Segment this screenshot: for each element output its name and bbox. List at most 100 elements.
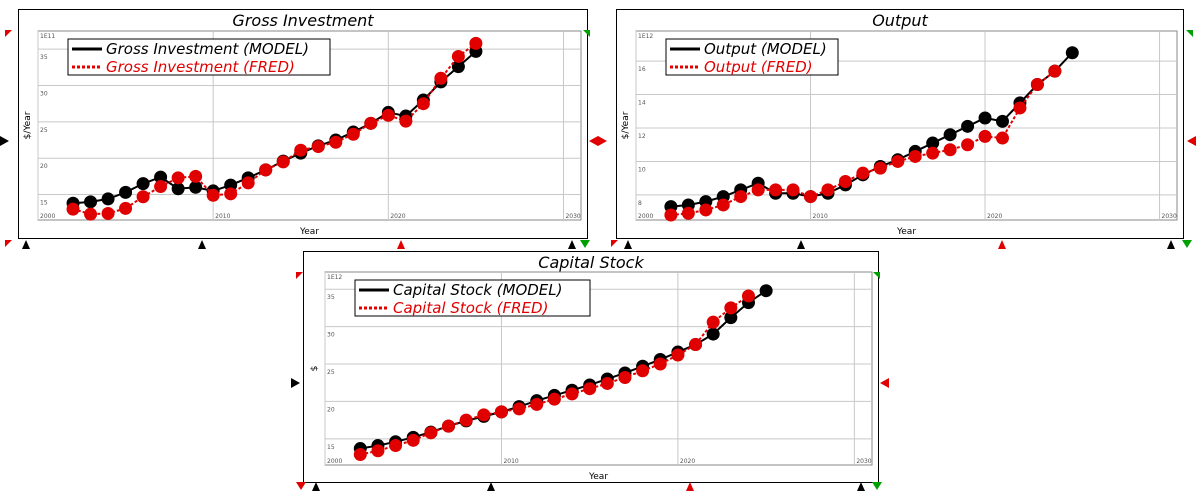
x-axis-label: Year bbox=[299, 227, 319, 237]
fred-data-point bbox=[1048, 64, 1062, 78]
gross-investment-chart: 15 20 25 30 35 2000 2010 2020 2030 1E11 Year $/Year… bbox=[23, 30, 582, 237]
fred-data-point bbox=[154, 180, 168, 194]
x-tick-label: 2010 bbox=[813, 213, 828, 220]
x-tick-label: 2020 bbox=[680, 458, 695, 465]
y-tick-label: 30 bbox=[40, 91, 48, 98]
fred-data-point bbox=[786, 183, 800, 197]
fred-data-point bbox=[424, 426, 438, 440]
fred-data-point bbox=[84, 207, 98, 221]
output-port-marker[interactable] bbox=[880, 378, 889, 388]
bottom-port-marker[interactable] bbox=[198, 240, 206, 249]
fred-data-point bbox=[751, 183, 765, 197]
fred-data-point bbox=[371, 444, 385, 458]
input-port-marker[interactable] bbox=[598, 136, 607, 146]
model-data-point bbox=[451, 60, 465, 74]
y-axis-label: $/Year bbox=[23, 111, 33, 139]
fred-data-point bbox=[224, 187, 238, 201]
model-data-point bbox=[978, 111, 992, 125]
bottom-port-marker[interactable] bbox=[857, 482, 865, 491]
fred-data-point bbox=[706, 315, 720, 329]
fred-data-point bbox=[978, 129, 992, 143]
fred-data-point bbox=[530, 397, 544, 411]
fred-data-point bbox=[189, 169, 203, 183]
fred-data-point bbox=[636, 364, 650, 378]
fred-data-point bbox=[311, 140, 325, 154]
y-tick-label: 35 bbox=[40, 54, 48, 61]
fred-data-point bbox=[477, 408, 491, 422]
fred-data-point bbox=[329, 135, 343, 149]
fred-data-point bbox=[294, 143, 308, 157]
y-multiplier-label: 1E12 bbox=[327, 274, 342, 281]
y-tick-label: 35 bbox=[327, 294, 335, 301]
fred-data-point bbox=[399, 114, 413, 128]
bottom-port-marker[interactable] bbox=[1167, 240, 1175, 249]
model-data-point bbox=[136, 177, 150, 191]
fred-data-point bbox=[547, 392, 561, 406]
fred-data-point bbox=[469, 36, 483, 50]
y-tick-label: 15 bbox=[40, 200, 48, 207]
y-tick-label: 12 bbox=[638, 133, 646, 140]
output-port-marker[interactable] bbox=[1187, 136, 1196, 146]
corner-marker bbox=[5, 240, 12, 247]
input-port-marker[interactable] bbox=[0, 136, 9, 146]
bottom-port-marker[interactable] bbox=[22, 240, 30, 249]
y-axis-label: $ bbox=[310, 366, 320, 372]
fred-data-point bbox=[653, 357, 667, 371]
x-tick-label: 2030 bbox=[565, 213, 580, 220]
legend-label: Output (FRED) bbox=[704, 58, 813, 76]
legend-box bbox=[354, 279, 591, 317]
fred-data-point bbox=[364, 116, 378, 130]
bottom-port-marker[interactable] bbox=[487, 482, 495, 491]
output-chart: 8 10 12 14 16 2000 2010 2020 2030 1E12 Year $/Year O… bbox=[621, 30, 1178, 237]
output-port-marker[interactable] bbox=[589, 136, 598, 146]
fred-data-point bbox=[565, 387, 579, 401]
bottom-port-marker[interactable] bbox=[686, 482, 694, 491]
fred-data-point bbox=[741, 289, 755, 303]
y-axis-label: $/Year bbox=[621, 111, 631, 139]
fred-data-point bbox=[891, 154, 905, 168]
fred-data-point bbox=[724, 301, 738, 315]
x-tick-label: 2000 bbox=[327, 458, 342, 465]
model-data-point bbox=[119, 185, 133, 199]
bottom-port-marker[interactable] bbox=[998, 240, 1006, 249]
fred-data-point bbox=[961, 138, 975, 152]
model-data-point bbox=[759, 284, 773, 298]
x-tick-label: 2000 bbox=[40, 213, 55, 220]
bottom-port-marker[interactable] bbox=[624, 240, 632, 249]
x-tick-label: 2000 bbox=[638, 213, 653, 220]
y-tick-label: 8 bbox=[638, 200, 642, 207]
legend-label: Gross Investment (MODEL) bbox=[106, 40, 309, 58]
corner-marker bbox=[580, 240, 590, 248]
y-tick-label: 14 bbox=[638, 100, 646, 107]
y-tick-label: 20 bbox=[327, 406, 335, 413]
fred-data-point bbox=[494, 405, 508, 419]
model-data-point bbox=[706, 327, 720, 341]
y-tick-label: 10 bbox=[638, 166, 646, 173]
output-panel: Output 8 10 12 14 16 2000 2010 2020 2030 1E12 Year… bbox=[616, 9, 1184, 239]
fred-data-point bbox=[119, 201, 133, 215]
fred-data-point bbox=[451, 49, 465, 63]
bottom-port-marker[interactable] bbox=[312, 482, 320, 491]
model-data-point bbox=[84, 195, 98, 209]
panel-title: Gross Investment bbox=[232, 11, 374, 30]
bottom-port-marker[interactable] bbox=[568, 240, 576, 249]
bottom-port-marker[interactable] bbox=[397, 240, 405, 249]
fred-data-point bbox=[381, 108, 395, 122]
fred-data-point bbox=[241, 176, 255, 190]
fred-data-point bbox=[856, 166, 870, 180]
fred-data-point bbox=[346, 127, 360, 141]
fred-data-point bbox=[908, 149, 922, 163]
fred-data-point bbox=[873, 161, 887, 175]
fred-data-point bbox=[769, 183, 783, 197]
fred-data-point bbox=[600, 376, 614, 390]
model-data-point bbox=[724, 311, 738, 325]
model-data-point bbox=[943, 128, 957, 142]
y-tick-label: 30 bbox=[327, 332, 335, 339]
panel-title: Output bbox=[872, 11, 928, 30]
x-tick-label: 2010 bbox=[503, 458, 518, 465]
corner-marker bbox=[1186, 30, 1193, 37]
legend-label: Capital Stock (MODEL) bbox=[393, 281, 562, 299]
fred-data-point bbox=[943, 143, 957, 157]
input-port-marker[interactable] bbox=[291, 378, 300, 388]
bottom-port-marker[interactable] bbox=[797, 240, 805, 249]
